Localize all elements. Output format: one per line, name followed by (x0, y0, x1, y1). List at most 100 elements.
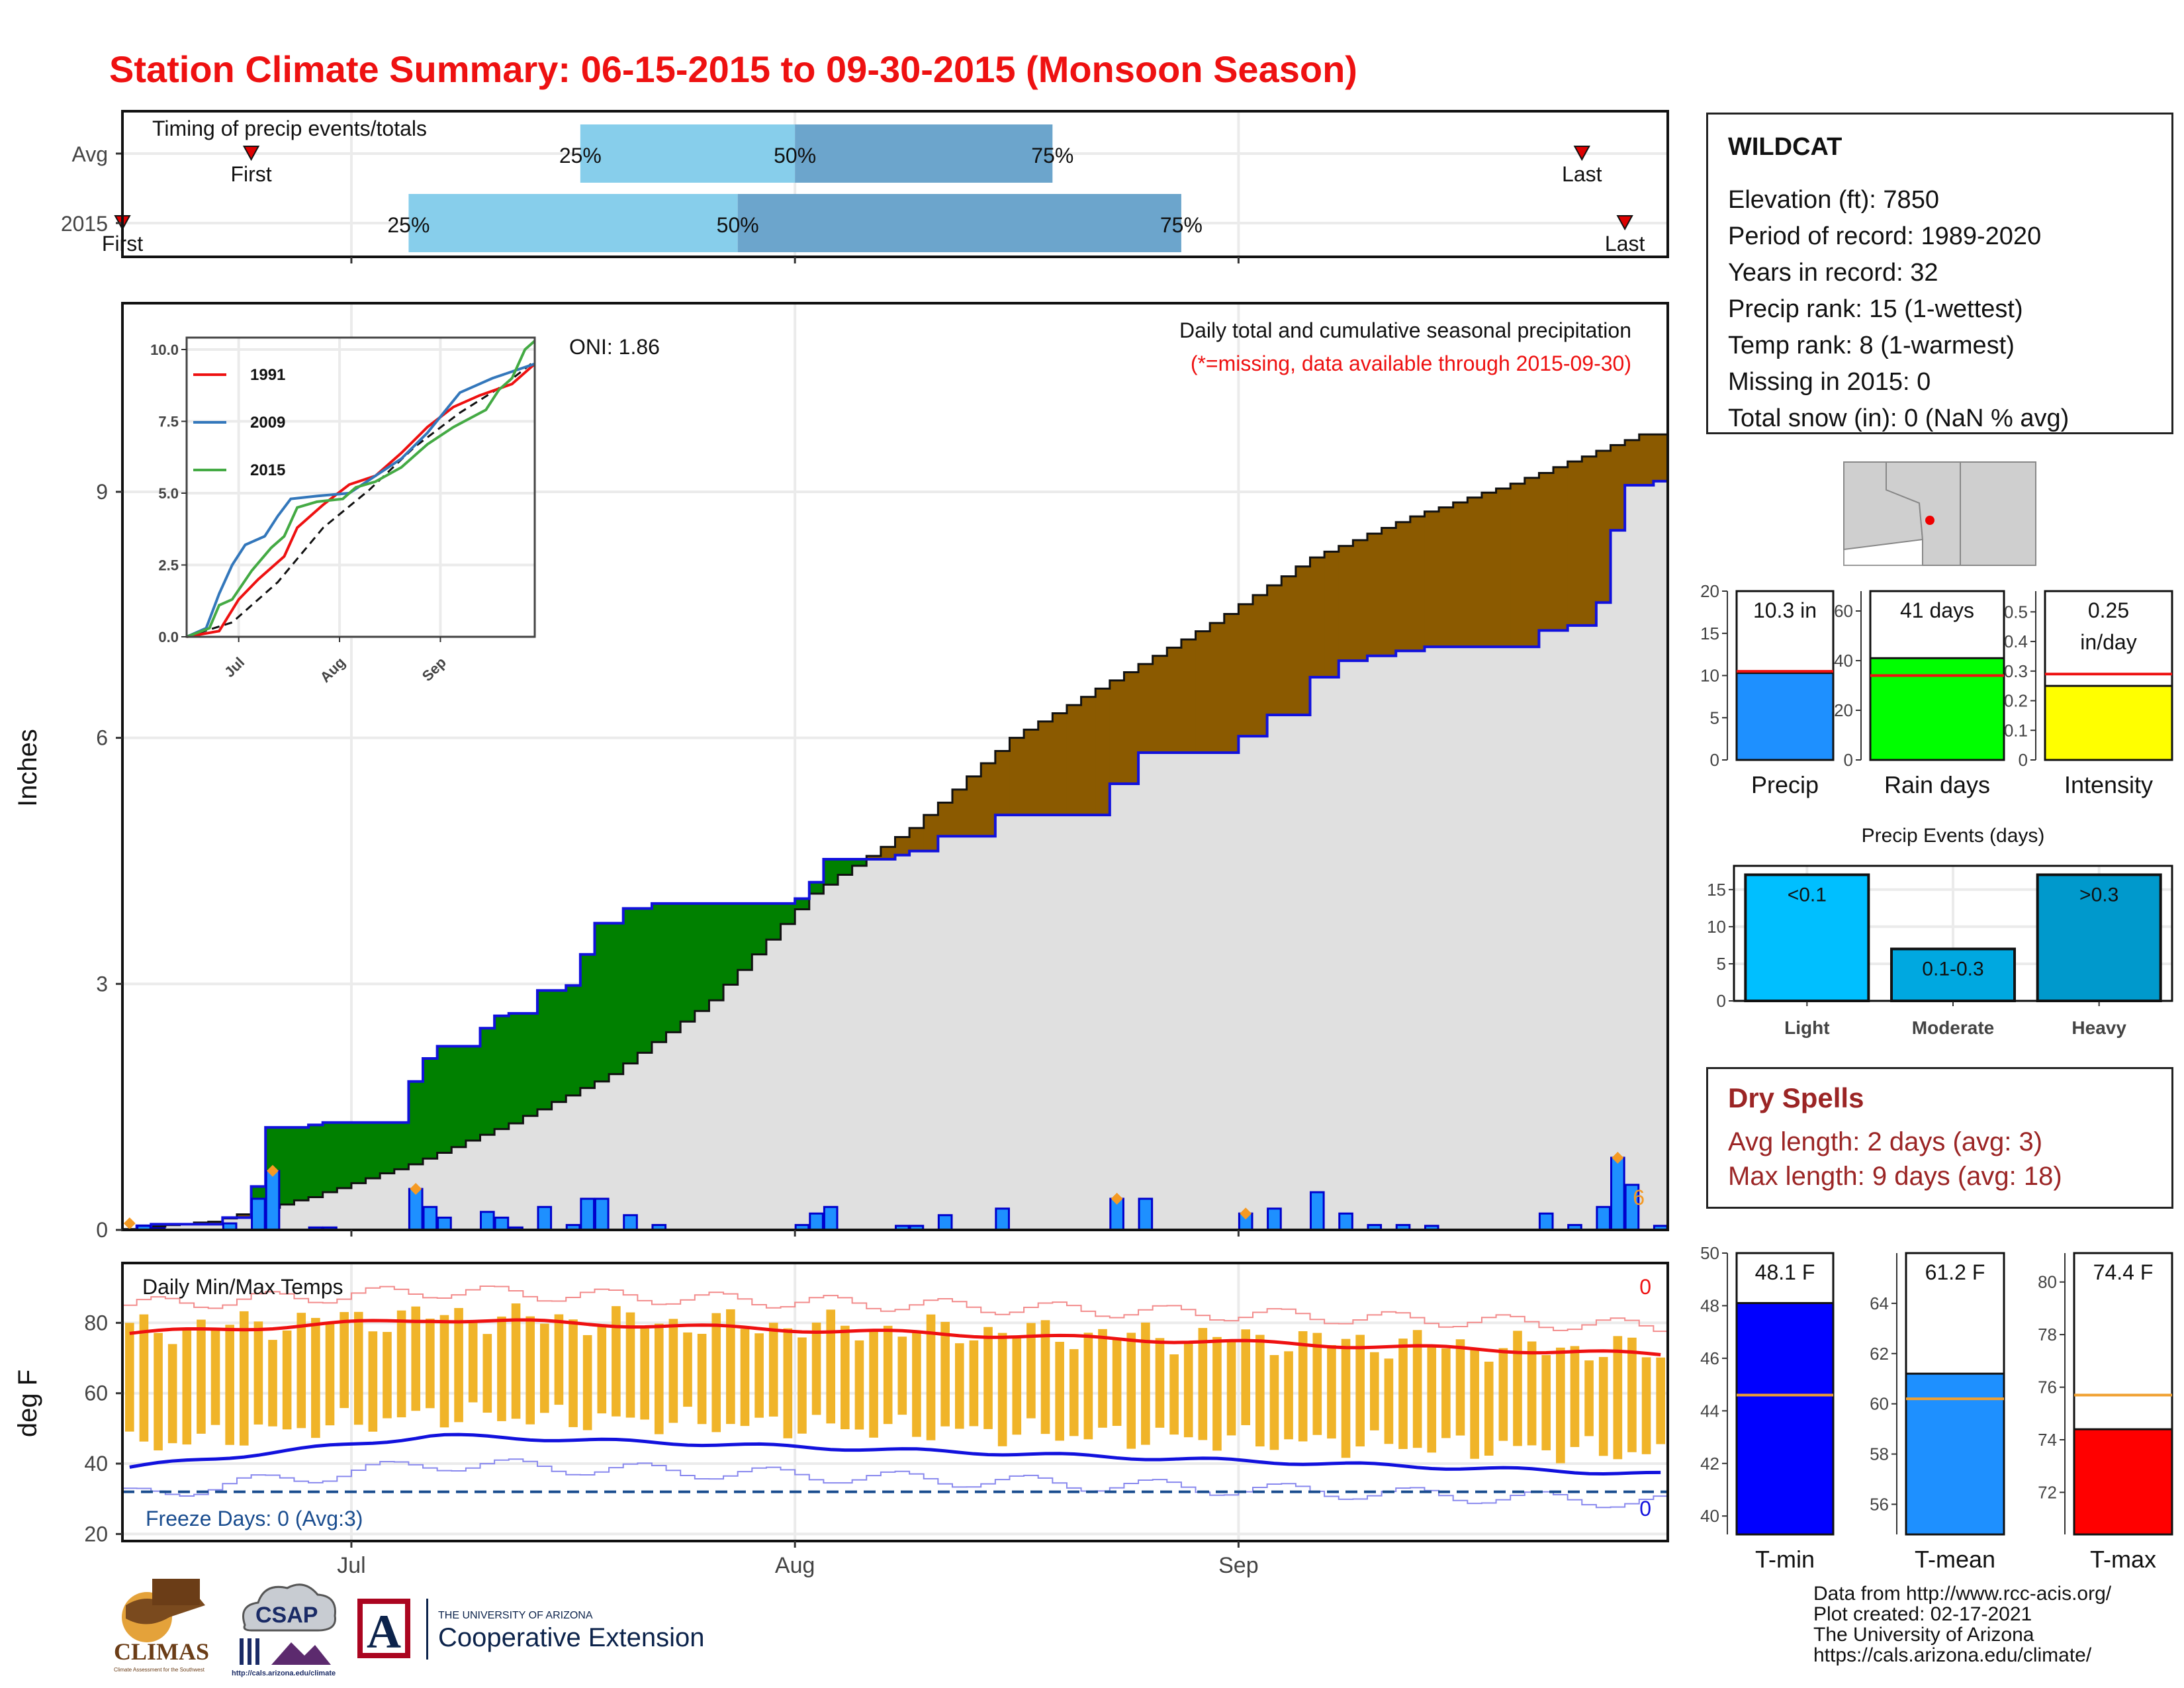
precip-daily-bar (1309, 1191, 1325, 1231)
ua-university-text: THE UNIVERSITY OF ARIZONA (438, 1610, 593, 1621)
temp-daily-bar (783, 1328, 793, 1438)
precip-diff-band (709, 903, 724, 1001)
precip-diff-band (1052, 713, 1068, 816)
events-bar-label: <0.1 (1788, 884, 1827, 906)
temps-top-count: 0 (1639, 1275, 1651, 1299)
timing-first-marker (242, 146, 260, 162)
temp-avg-max-line (129, 1318, 1661, 1357)
summary-panel-t-min: 40 42 44 46 48 50 48.1 F T-min (1700, 1243, 1835, 1573)
precip-daily-bar (823, 1205, 839, 1231)
precip-chart: 0 3 6 9 Inches Daily total and cumulative sea… (13, 302, 1669, 1242)
precip-corner-label: 6 (1633, 1186, 1645, 1209)
summary-y-tick-label: 0.2 (2004, 691, 2028, 711)
precip-diff-band (737, 903, 752, 970)
temp-daily-bar (1226, 1340, 1236, 1436)
temp-daily-bar (239, 1311, 249, 1446)
summary-y-tick-label: 0.4 (2004, 632, 2028, 651)
csap-rain-icon-2 (248, 1638, 251, 1665)
summary-y-tick-label: 20 (1700, 581, 1719, 601)
temps-x-tick-label: Jul (337, 1553, 365, 1578)
temp-daily-bar (1026, 1323, 1036, 1419)
temp-daily-bar (139, 1314, 149, 1442)
precip-diff-band (923, 815, 938, 851)
precip-diff-band (1424, 511, 1439, 647)
summary-y-tick-label: 58 (1870, 1444, 1889, 1464)
temps-bottom-count: 0 (1639, 1497, 1651, 1521)
climas-flag-icon (152, 1579, 200, 1605)
temp-daily-bar (1427, 1344, 1437, 1453)
temp-daily-bar (1298, 1331, 1308, 1442)
precip-diff-band (780, 903, 796, 924)
summary-y-tick-label: 40 (1834, 651, 1853, 671)
ua-logo: A THE UNIVERSITY OF ARIZONA Cooperative … (357, 1599, 704, 1660)
events-bar-light (1744, 873, 1870, 1003)
timing-row-label: Avg (71, 142, 108, 166)
summary-y-tick-label: 0.1 (2004, 720, 2028, 740)
precip-diff-band (1195, 631, 1210, 753)
csap-rain-icon (240, 1638, 244, 1665)
temp-daily-bar (1484, 1362, 1494, 1456)
precip-diff-band (1024, 729, 1039, 816)
precip-diff-band (294, 1127, 309, 1201)
temp-daily-bar (683, 1332, 692, 1407)
summary-y-tick-label: 76 (2038, 1378, 2057, 1397)
temp-daily-bar (1541, 1355, 1551, 1450)
station-missing: Missing in 2015: 0 (1728, 368, 1931, 396)
timing-bar-50-75 (737, 194, 1181, 252)
events-bar-moderate (1890, 947, 2016, 1002)
precip-diff-band (1496, 489, 1511, 647)
temp-daily-bar (1441, 1348, 1451, 1438)
timing-bar-25-50 (408, 194, 738, 252)
locator-map (1843, 461, 2036, 566)
precip-diff-band (279, 1127, 295, 1205)
station-precip-rank: Precip rank: 15 (1-wettest) (1728, 295, 2023, 323)
summary-x-label: Rain days (1884, 771, 1990, 798)
summary-panel-t-max: 72 74 76 78 80 74.4 F T-max (2038, 1252, 2173, 1573)
temp-daily-bar (1398, 1338, 1408, 1449)
summary-y-tick-label: 72 (2038, 1482, 2057, 1502)
temp-daily-bar (368, 1331, 378, 1432)
temp-daily-bar (1269, 1355, 1279, 1450)
precip-diff-band (1224, 614, 1239, 753)
precip-diff-band (1653, 434, 1668, 481)
ua-cooperative-text: Cooperative Extension (438, 1623, 704, 1652)
precip-y-tick-label: 9 (96, 480, 108, 504)
precip-diff-band (437, 1046, 452, 1153)
precip-diff-band (1410, 516, 1426, 651)
csap-url: http://cals.arizona.edu/climate (232, 1669, 336, 1677)
precip-diff-band (823, 859, 839, 885)
summary-y-tick-label: 74 (2038, 1430, 2057, 1450)
temp-daily-bar (1012, 1337, 1022, 1435)
precip-diff-band (1009, 737, 1024, 816)
temp-daily-bar (411, 1306, 421, 1411)
climas-tagline: Climate Assessment for the Southwest (114, 1667, 205, 1673)
credit-university: The University of Arizona (1813, 1624, 2034, 1646)
temp-daily-bar (1498, 1348, 1508, 1441)
precip-cumulative-line (122, 479, 1668, 1231)
precip-diff-band (1124, 672, 1139, 784)
precip-daily-bar (537, 1205, 553, 1231)
temp-daily-bar (340, 1312, 349, 1409)
temp-daily-bar (210, 1329, 220, 1425)
summary-y-tick-label: 0.3 (2004, 661, 2028, 681)
temp-daily-bar (1055, 1342, 1064, 1441)
temp-daily-bar (625, 1312, 635, 1418)
summary-bar (1735, 1301, 1835, 1536)
precip-diff-band (508, 1013, 523, 1123)
temp-daily-bar (482, 1334, 492, 1413)
events-y-tick-label: 15 (1707, 880, 1726, 900)
temp-daily-bar (1598, 1356, 1608, 1456)
inset-y-tick-label: 2.5 (158, 557, 179, 574)
temp-daily-bar (268, 1340, 277, 1427)
temp-daily-bar (1183, 1341, 1193, 1438)
inset-series-line-2015 (186, 340, 536, 638)
precip-diff-band (680, 903, 696, 1022)
precip-daily-bar (1596, 1205, 1612, 1231)
summary-box-label-2: in/day (2080, 630, 2136, 654)
precip-daily-bar (494, 1216, 510, 1231)
csap-rain-icon-3 (255, 1638, 259, 1665)
precip-diff-band (1295, 566, 1311, 715)
precip-daily-bar (480, 1211, 495, 1231)
ua-block-inner (363, 1604, 405, 1653)
timing-label-50: 50% (717, 213, 759, 237)
